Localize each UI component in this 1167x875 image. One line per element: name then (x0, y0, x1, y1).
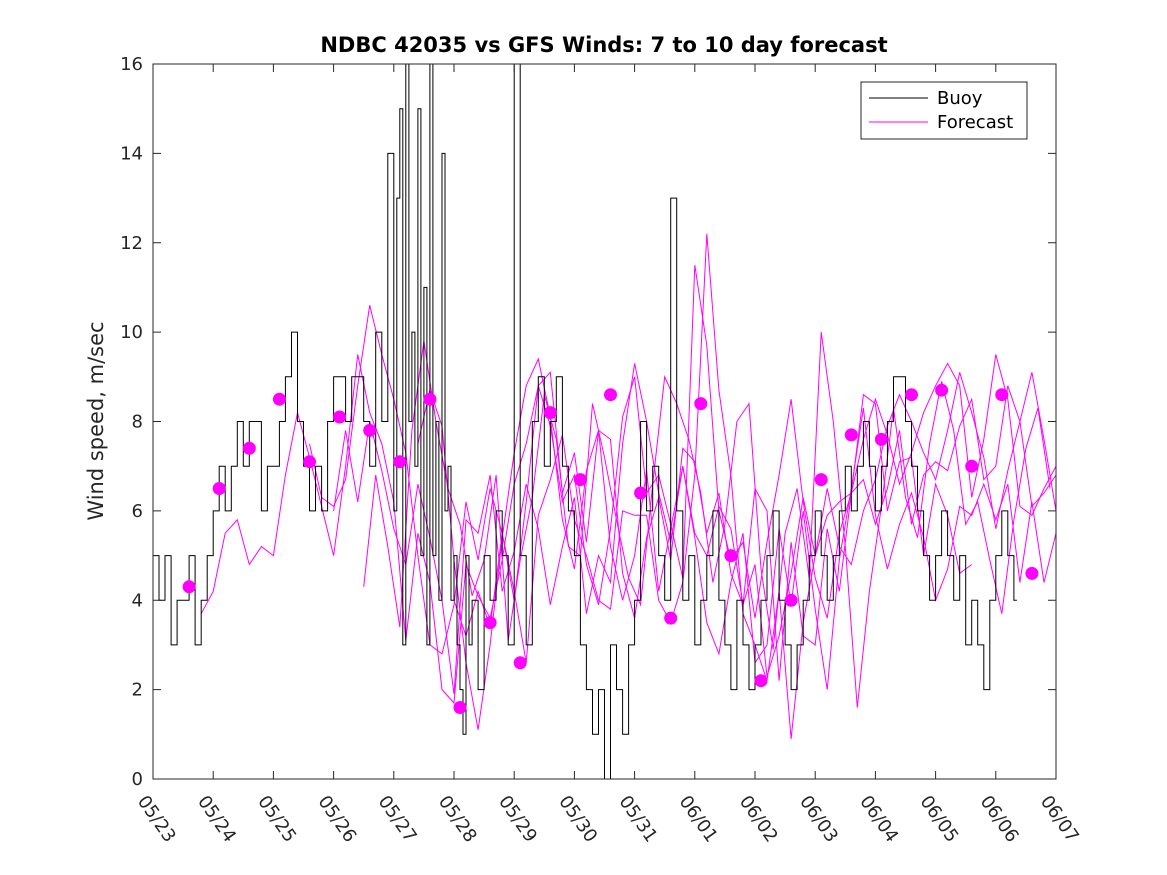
forecast-marker (303, 455, 316, 469)
forecast-marker (363, 423, 377, 437)
y-tick-label: 6 (132, 501, 143, 522)
y-tick-label: 16 (120, 54, 143, 75)
forecast-marker (694, 397, 708, 411)
forecast-marker (543, 406, 557, 420)
x-tick-label: 05/29 (494, 792, 541, 847)
x-tick-label: 05/28 (434, 792, 481, 847)
x-tick-label: 06/07 (1036, 792, 1083, 847)
forecast-marker (333, 410, 347, 424)
legend-buoy-label: Buoy (937, 88, 983, 109)
x-tick-label: 05/25 (253, 792, 300, 847)
x-tick-label: 05/26 (314, 792, 361, 847)
legend-box (860, 81, 1028, 140)
forecast-marker (935, 383, 949, 397)
buoy-series (153, 64, 1017, 779)
forecast-marker (664, 611, 678, 625)
forecast-marker (814, 473, 828, 487)
x-tick-label: 05/24 (193, 792, 240, 847)
forecast-marker (724, 549, 738, 563)
x-tick-label: 06/06 (976, 792, 1023, 847)
forecast-marker (784, 593, 798, 607)
x-tick-label: 05/31 (615, 792, 662, 847)
y-tick-label: 10 (120, 322, 143, 343)
forecast-marker (423, 392, 437, 406)
forecast-marker (182, 580, 196, 594)
forecast-marker (844, 428, 858, 442)
forecast-trace (363, 332, 1051, 708)
legend: Buoy Forecast (860, 81, 1028, 140)
x-tick-label: 06/03 (795, 792, 842, 847)
forecast-marker (604, 388, 617, 402)
forecast-marker (874, 432, 888, 446)
forecast-marker (905, 388, 918, 402)
y-axis-label: Wind speed, m/sec (84, 321, 108, 520)
forecast-marker (995, 388, 1009, 402)
x-tick-label: 05/30 (554, 792, 601, 847)
x-tick-label: 06/04 (855, 792, 902, 847)
forecast-marker (212, 482, 226, 495)
forecast-marker (453, 701, 467, 714)
y-axis-ticks: 0 2 4 6 8 10 12 14 16 (120, 54, 1056, 790)
y-tick-label: 14 (120, 143, 143, 164)
forecast-marker (393, 455, 407, 469)
y-tick-label: 12 (120, 233, 143, 254)
y-tick-label: 2 (132, 680, 143, 701)
forecast-markers (182, 383, 1039, 714)
forecast-marker (272, 392, 286, 406)
x-tick-label: 05/27 (374, 792, 421, 847)
forecast-trace (200, 265, 1056, 705)
chart-title: NDBC 42035 vs GFS Winds: 7 to 10 day for… (320, 33, 887, 57)
y-tick-label: 4 (132, 590, 143, 611)
forecast-marker (965, 459, 979, 473)
x-tick-label: 06/05 (916, 792, 963, 847)
forecast-marker (754, 674, 768, 688)
y-tick-label: 8 (132, 412, 143, 433)
y-tick-label: 0 (132, 769, 143, 790)
forecast-marker (573, 473, 587, 487)
x-tick-label: 06/02 (735, 792, 782, 847)
forecast-marker (242, 441, 256, 455)
forecast-marker (483, 616, 497, 630)
buoy-line (153, 64, 1017, 779)
forecast-marker (513, 656, 527, 670)
x-tick-label: 06/01 (675, 792, 722, 847)
legend-forecast-label: Forecast (937, 112, 1013, 133)
forecast-marker (634, 486, 648, 500)
x-tick-label: 05/23 (133, 792, 180, 847)
forecast-trace (333, 363, 1056, 695)
forecast-marker (1025, 566, 1039, 580)
